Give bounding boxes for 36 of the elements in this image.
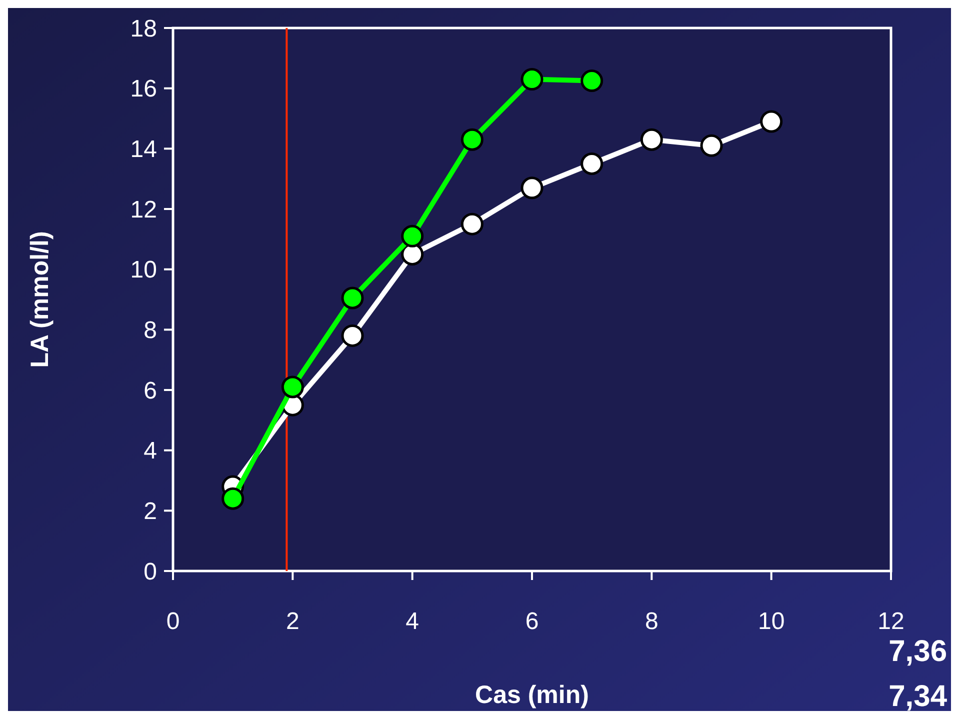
point bbox=[222, 487, 244, 510]
point bbox=[460, 212, 484, 236]
point bbox=[401, 224, 424, 248]
y-tick-label: 12 bbox=[130, 196, 157, 224]
y-tick-label: 2 bbox=[144, 498, 157, 526]
point bbox=[640, 128, 663, 151]
x-tick-label: 12 bbox=[878, 608, 904, 635]
point bbox=[520, 68, 544, 91]
point bbox=[460, 128, 484, 151]
text: 7,34 bbox=[888, 680, 948, 713]
point bbox=[700, 134, 723, 157]
y-axis-title: LA (mmol/l) bbox=[26, 231, 54, 368]
x-tick-label: 0 bbox=[166, 608, 180, 635]
y-tick-label: 4 bbox=[144, 438, 157, 465]
point bbox=[580, 152, 604, 175]
y-tick-label: 6 bbox=[144, 377, 157, 404]
point bbox=[580, 70, 604, 92]
y-tick-label: 18 bbox=[130, 15, 157, 42]
x-axis-title: Cas (min) bbox=[475, 681, 589, 709]
x-tick-label: 4 bbox=[406, 608, 420, 635]
point bbox=[760, 110, 783, 133]
y-tick-label: 0 bbox=[144, 558, 157, 586]
x-tick-label: 6 bbox=[525, 608, 539, 635]
y-tick-label: 8 bbox=[144, 317, 157, 344]
x-tick-label: 8 bbox=[644, 608, 658, 635]
text: 7,36 bbox=[888, 635, 947, 668]
point bbox=[281, 376, 304, 398]
point bbox=[341, 286, 364, 310]
point bbox=[341, 324, 364, 347]
y-tick-label: 14 bbox=[130, 136, 157, 164]
point bbox=[520, 176, 544, 200]
x-tick-label: 10 bbox=[758, 608, 785, 635]
y-tick-label: 10 bbox=[130, 256, 157, 284]
point bbox=[401, 243, 424, 266]
x-tick-label: 2 bbox=[286, 608, 300, 635]
y-tick-label: 16 bbox=[130, 76, 157, 103]
